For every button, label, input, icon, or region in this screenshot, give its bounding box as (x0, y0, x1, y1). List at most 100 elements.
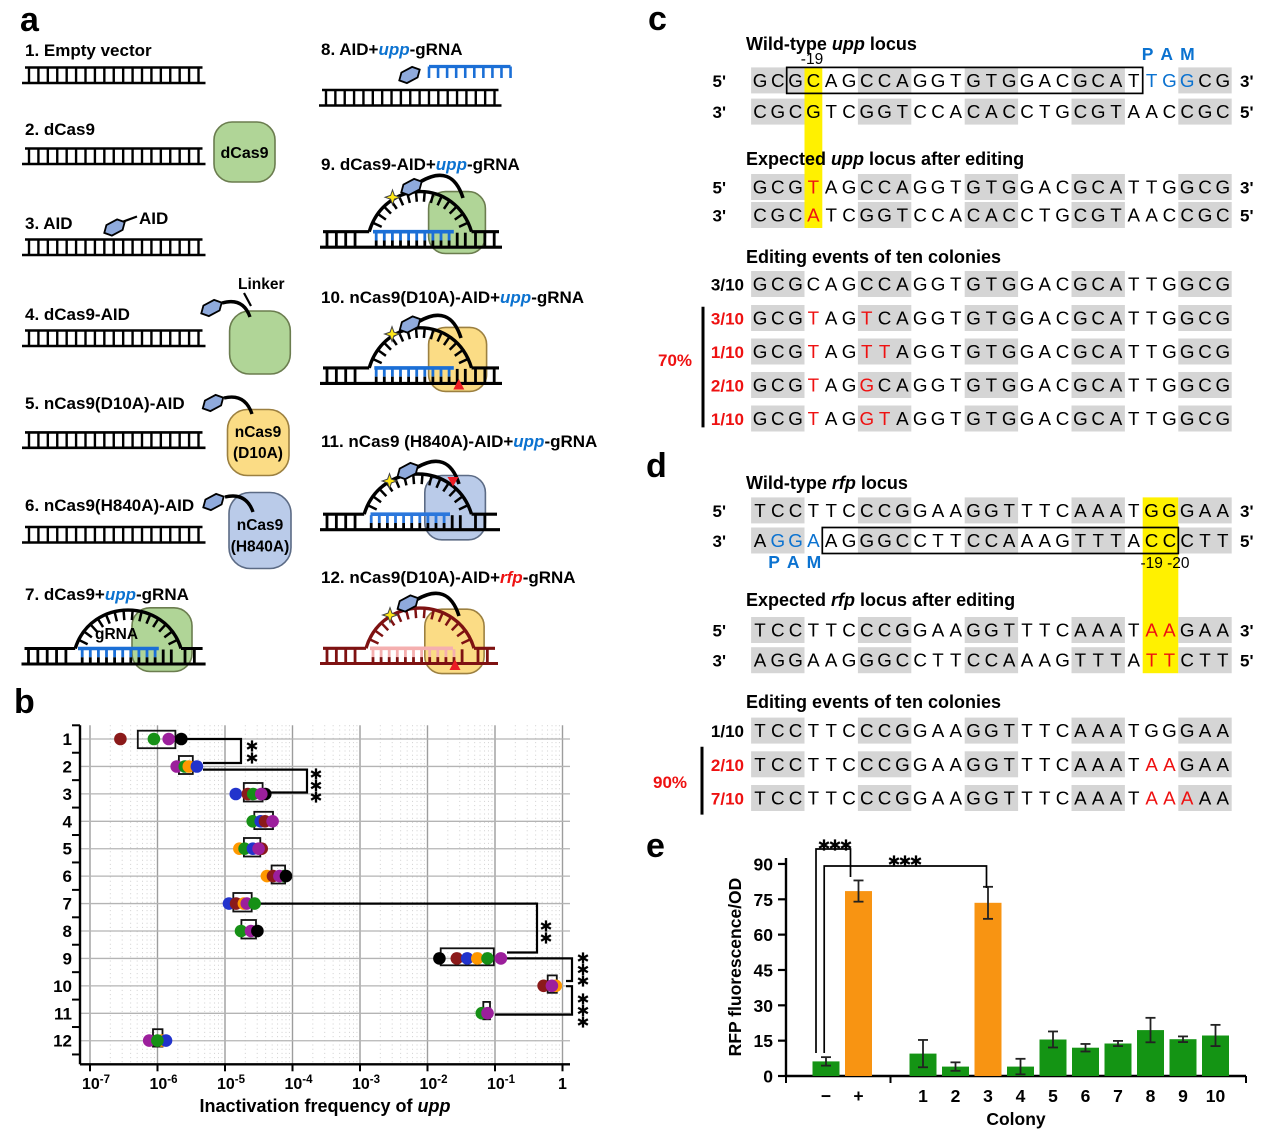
svg-text:G: G (895, 720, 910, 741)
svg-text:Expected upp locus after editi: Expected upp locus after editing (746, 149, 1024, 169)
svg-text:C: C (1020, 205, 1034, 226)
svg-text:G: G (753, 341, 768, 362)
svg-text:2/10: 2/10 (711, 377, 744, 396)
svg-text:G: G (1180, 500, 1195, 521)
svg-text:C: C (789, 788, 803, 809)
svg-text:G: G (859, 375, 874, 396)
svg-text:G: G (966, 720, 981, 741)
svg-text:A: A (1110, 620, 1123, 641)
svg-text:T: T (1217, 530, 1229, 551)
svg-text:A: A (1039, 375, 1052, 396)
svg-text:T: T (825, 720, 837, 741)
svg-text:30: 30 (754, 996, 774, 1016)
svg-text:G: G (753, 408, 768, 429)
svg-text:G: G (984, 720, 999, 741)
svg-text:A: A (896, 177, 909, 198)
svg-text:60: 60 (754, 925, 774, 945)
svg-text:T: T (1128, 408, 1140, 429)
svg-text:C: C (789, 500, 803, 521)
svg-text:G: G (1162, 500, 1177, 521)
svg-text:C: C (896, 530, 910, 551)
svg-text:6: 6 (1081, 1086, 1091, 1106)
svg-text:C: C (860, 274, 874, 295)
svg-text:C: C (1056, 177, 1070, 198)
svg-text:G: G (931, 274, 946, 295)
svg-text:5': 5' (1240, 652, 1254, 671)
svg-text:G: G (966, 70, 981, 91)
svg-text:G: G (1020, 177, 1035, 198)
svg-text:A: A (1110, 500, 1123, 521)
svg-text:A: A (825, 70, 838, 91)
svg-text:−: − (821, 1086, 831, 1106)
svg-text:c: c (648, 0, 667, 38)
svg-text:A: A (1074, 500, 1087, 521)
svg-text:T: T (754, 754, 766, 775)
svg-text:+: + (853, 1086, 863, 1106)
svg-text:G: G (1055, 650, 1070, 671)
svg-text:C: C (771, 408, 785, 429)
svg-text:T: T (879, 341, 891, 362)
svg-text:G: G (753, 70, 768, 91)
svg-text:9. dCas9-AID+upp-gRNA: 9. dCas9-AID+upp-gRNA (321, 155, 520, 174)
svg-text:C: C (842, 205, 856, 226)
svg-text:A: A (825, 274, 838, 295)
svg-text:T: T (754, 620, 766, 641)
svg-text:G: G (1162, 70, 1177, 91)
svg-text:G: G (788, 274, 803, 295)
svg-text:A: A (1092, 720, 1105, 741)
svg-text:3/10: 3/10 (711, 310, 744, 329)
svg-text:G: G (913, 274, 928, 295)
svg-text:T: T (986, 341, 998, 362)
svg-text:6. nCas9(H840A)-AID: 6. nCas9(H840A)-AID (25, 496, 194, 515)
svg-text:C: C (878, 500, 892, 521)
svg-text:G: G (1180, 274, 1195, 295)
svg-text:C: C (1163, 205, 1177, 226)
svg-text:(H840A): (H840A) (231, 539, 290, 556)
svg-text:A: A (896, 375, 909, 396)
svg-text:G: G (1002, 177, 1017, 198)
svg-text:A: A (1092, 620, 1105, 641)
svg-text:RFP fluorescence/OD: RFP fluorescence/OD (725, 878, 745, 1057)
svg-text:5': 5' (713, 72, 727, 91)
svg-text:C: C (878, 375, 892, 396)
svg-text:G: G (1162, 375, 1177, 396)
svg-text:T: T (1039, 205, 1051, 226)
svg-text:G: G (1020, 308, 1035, 329)
svg-text:C: C (860, 177, 874, 198)
svg-text:A: A (1092, 500, 1105, 521)
svg-text:Wild-type rfp locus: Wild-type rfp locus (746, 473, 908, 493)
svg-text:G: G (1162, 177, 1177, 198)
svg-text:G: G (1073, 70, 1088, 91)
svg-text:C: C (842, 754, 856, 775)
svg-text:C: C (860, 70, 874, 91)
svg-text:C: C (860, 620, 874, 641)
svg-text:T: T (897, 205, 909, 226)
svg-text:T: T (1128, 70, 1140, 91)
svg-text:AID: AID (139, 209, 168, 228)
svg-text:A: A (950, 788, 963, 809)
svg-text:A: A (1039, 650, 1052, 671)
svg-text:C: C (860, 788, 874, 809)
svg-text:gRNA: gRNA (95, 626, 138, 643)
svg-text:C: C (896, 650, 910, 671)
svg-text:Inactivation frequency of upp: Inactivation frequency of upp (199, 1096, 450, 1116)
svg-text:C: C (1163, 101, 1177, 122)
svg-text:G: G (877, 530, 892, 551)
svg-text:Colony: Colony (986, 1109, 1046, 1129)
svg-text:G: G (1091, 205, 1106, 226)
svg-text:10: 10 (53, 977, 72, 996)
svg-text:A: A (932, 500, 945, 521)
svg-text:G: G (788, 650, 803, 671)
svg-text:A: A (1092, 788, 1105, 809)
svg-text:T: T (1003, 754, 1015, 775)
svg-text:G: G (1055, 101, 1070, 122)
svg-text:C: C (1074, 101, 1088, 122)
svg-text:A: A (1110, 274, 1123, 295)
svg-text:G: G (966, 408, 981, 429)
svg-text:G: G (1144, 500, 1159, 521)
svg-text:C: C (878, 788, 892, 809)
svg-text:A: A (825, 650, 838, 671)
svg-text:A: A (1199, 500, 1212, 521)
svg-text:A: A (896, 308, 909, 329)
svg-text:G: G (984, 788, 999, 809)
